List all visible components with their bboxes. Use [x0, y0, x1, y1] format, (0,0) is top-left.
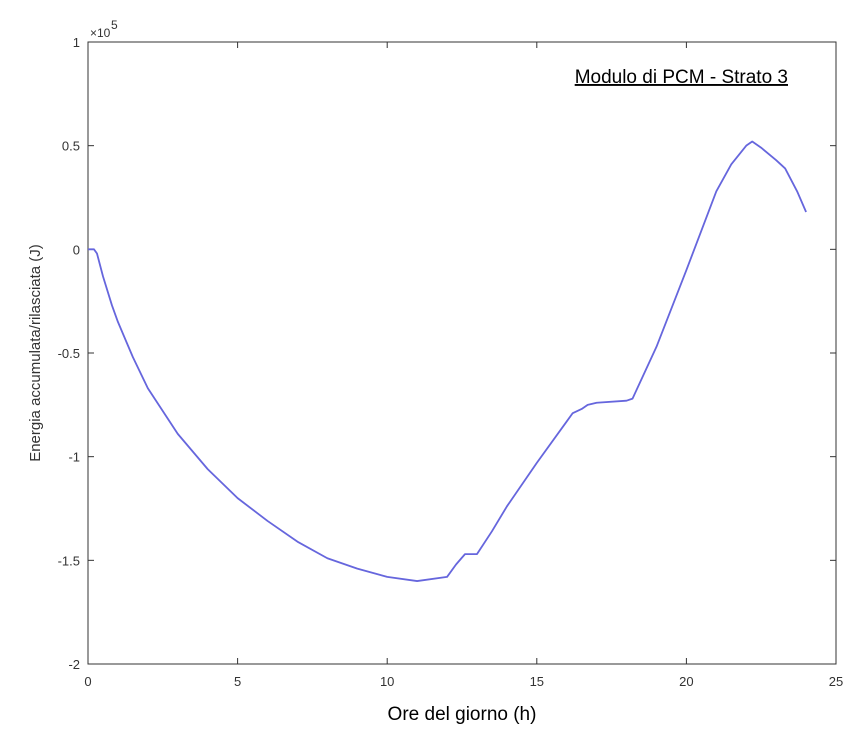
x-tick-label: 10 — [380, 674, 394, 689]
y-tick-label: -1 — [68, 450, 80, 465]
y-tick-label: -1.5 — [58, 553, 80, 568]
x-tick-label: 25 — [829, 674, 843, 689]
y-exponent-base: ×10 — [90, 26, 111, 40]
y-tick-label: 0.5 — [62, 139, 80, 154]
y-tick-label: 1 — [73, 35, 80, 50]
x-axis-label: Ore del giorno (h) — [388, 704, 537, 725]
tick-group — [87, 41, 837, 665]
chart-annotation: Modulo di PCM - Strato 3 — [575, 67, 788, 88]
y-tick-label: -2 — [68, 657, 80, 672]
x-tick-label: 15 — [530, 674, 544, 689]
x-tick-label: 0 — [84, 674, 91, 689]
plot-area — [87, 41, 837, 665]
x-tick-label: 20 — [679, 674, 693, 689]
series-line-energy — [88, 140, 807, 582]
x-tick-label: 5 — [234, 674, 241, 689]
y-tick-label: -0.5 — [58, 346, 80, 361]
tick-label-group: 0 5 10 15 20 25 -2 -1.5 -1 -0.5 0 0.5 1 — [58, 35, 844, 689]
y-exponent-power: 5 — [111, 18, 118, 32]
y-tick-label: 0 — [73, 242, 80, 257]
y-axis-label: Energia accumulata/rilasciata (J) — [27, 244, 44, 462]
